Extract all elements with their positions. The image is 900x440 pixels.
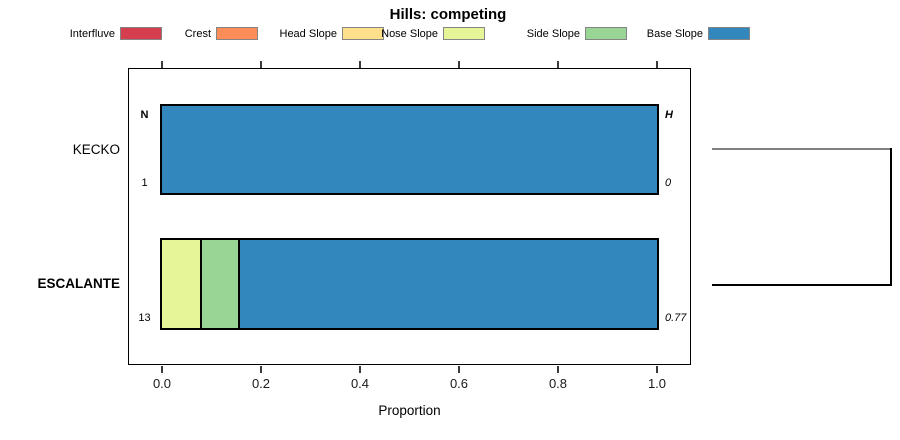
x-axis-tick-label-0.8: 0.8 bbox=[548, 376, 568, 391]
legend-label-head-slope: Head Slope bbox=[279, 28, 338, 40]
legend-swatch-interfluve bbox=[120, 27, 162, 40]
x-axis-top-tick-0.6 bbox=[458, 61, 460, 68]
n-value-kecko: 1 bbox=[141, 177, 148, 189]
h-column-header: H bbox=[665, 109, 673, 121]
x-axis-bottom-tick-0.6 bbox=[458, 366, 460, 373]
bar-row-escalante bbox=[160, 238, 659, 330]
h-value-escalante: 0.77 bbox=[665, 312, 687, 324]
legend-label-base-slope: Base Slope bbox=[646, 28, 703, 40]
x-axis-top-tick-1.0 bbox=[656, 61, 658, 68]
x-axis-tick-label-1.0: 1.0 bbox=[647, 376, 667, 391]
x-axis-title: Proportion bbox=[378, 403, 441, 418]
dendrogram-join-line bbox=[890, 148, 892, 286]
row-label-escalante: ESCALANTE bbox=[37, 276, 120, 291]
x-axis-bottom-tick-1.0 bbox=[656, 366, 658, 373]
x-axis-tick-label-0.4: 0.4 bbox=[350, 376, 370, 391]
bar-row-kecko bbox=[160, 104, 659, 195]
x-axis-top-tick-0.8 bbox=[557, 61, 559, 68]
bar-segment-side-slope bbox=[200, 240, 239, 328]
n-value-escalante: 13 bbox=[138, 312, 151, 324]
x-axis-tick-label-0.0: 0.0 bbox=[152, 376, 172, 391]
x-axis-top-tick-0.0 bbox=[161, 61, 163, 68]
x-axis-bottom-tick-0.0 bbox=[161, 366, 163, 373]
bar-segment-nose-slope bbox=[162, 240, 201, 328]
row-label-kecko: KECKO bbox=[72, 141, 120, 157]
dendrogram-branch-kecko bbox=[712, 148, 892, 150]
x-axis-bottom-tick-0.4 bbox=[359, 366, 361, 373]
legend-label-interfluve: Interfluve bbox=[69, 28, 115, 40]
legend-swatch-side-slope bbox=[585, 27, 627, 40]
legend-label-crest: Crest bbox=[184, 28, 211, 40]
legend-swatch-base-slope bbox=[708, 27, 750, 40]
bar-segment-base-slope bbox=[162, 106, 657, 193]
legend-label-side-slope: Side Slope bbox=[526, 28, 580, 40]
h-value-kecko: 0 bbox=[665, 177, 672, 189]
chart-title: Hills: competing bbox=[389, 6, 507, 23]
x-axis-tick-label-0.6: 0.6 bbox=[449, 376, 469, 391]
n-column-header: N bbox=[140, 109, 149, 121]
x-axis-bottom-tick-0.2 bbox=[260, 366, 262, 373]
x-axis-top-tick-0.4 bbox=[359, 61, 361, 68]
x-axis-bottom-tick-0.8 bbox=[557, 366, 559, 373]
dendrogram-branch-escalante bbox=[712, 284, 892, 286]
legend-label-nose-slope: Nose Slope bbox=[381, 28, 438, 40]
plot-area-border bbox=[128, 68, 691, 365]
legend-swatch-nose-slope bbox=[443, 27, 485, 40]
x-axis-tick-label-0.2: 0.2 bbox=[251, 376, 271, 391]
legend-swatch-crest bbox=[216, 27, 258, 40]
x-axis-top-tick-0.2 bbox=[260, 61, 262, 68]
bar-segment-base-slope bbox=[238, 240, 657, 328]
legend-swatch-head-slope bbox=[342, 27, 384, 40]
